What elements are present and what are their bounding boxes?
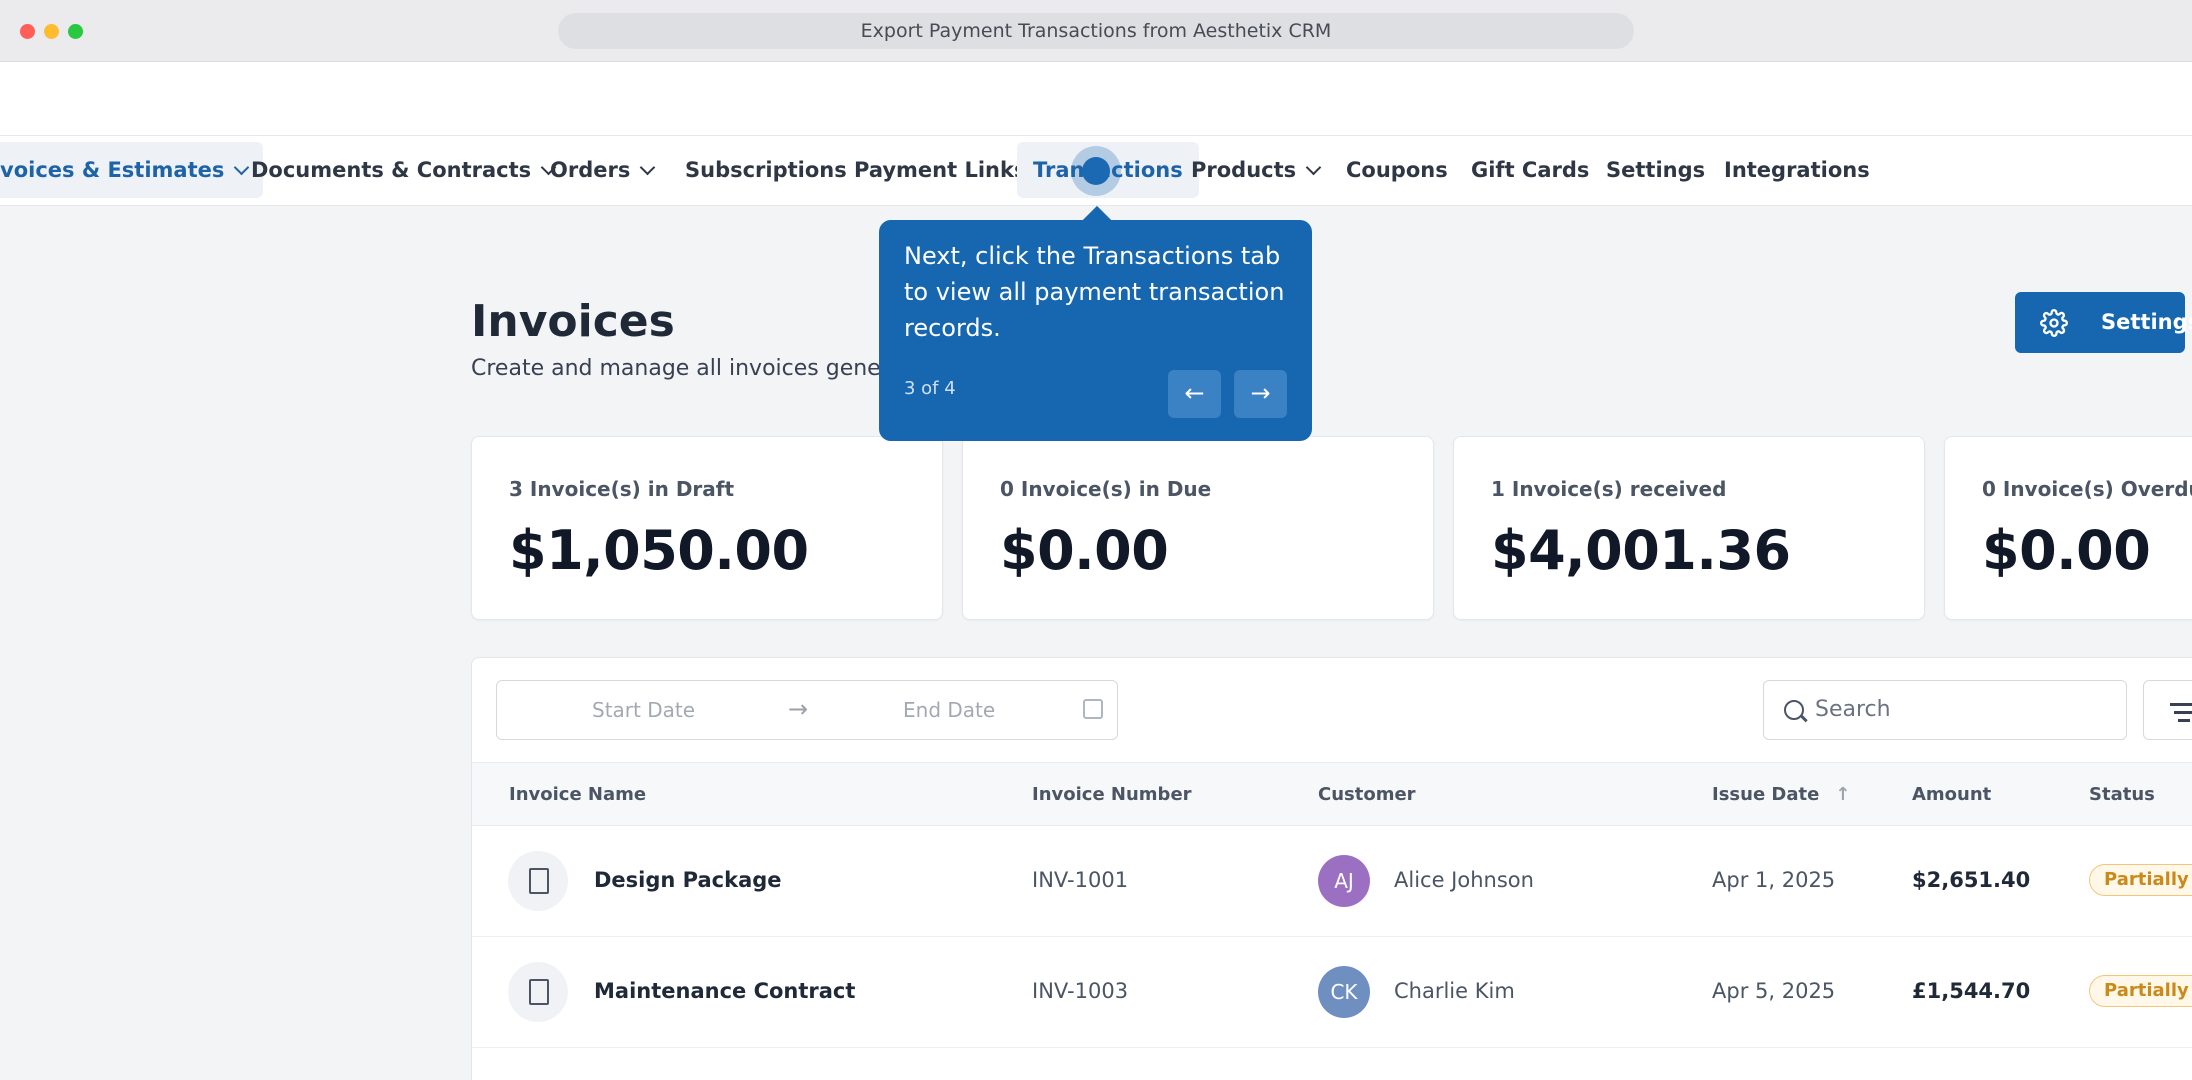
search-input[interactable]: Search — [1763, 680, 2127, 740]
page-subtitle: Create and manage all invoices genera — [471, 356, 904, 381]
top-header-band — [0, 62, 2192, 136]
tour-hotspot[interactable] — [1071, 146, 1121, 196]
invoice-number: INV-1001 — [1032, 868, 1129, 892]
customer-name: Charlie Kim — [1394, 979, 1515, 1003]
settings-button[interactable]: Settings — [2015, 292, 2192, 353]
tab-payment-links[interactable]: Payment Links — [854, 158, 1027, 182]
invoice-name[interactable]: Maintenance Contract — [594, 979, 856, 1003]
tour-text: Next, click the Transactions tab to view… — [904, 242, 1285, 342]
tab-gift-cards[interactable]: Gift Cards — [1471, 158, 1590, 182]
status-badge: Partially Pa — [2089, 864, 2192, 896]
chevron-down-icon — [1305, 159, 1322, 176]
avatar: CK — [1318, 966, 1370, 1018]
invoices-table-panel: Start Date → End Date Search Invoice Nam… — [471, 657, 2192, 1080]
tab-subscriptions[interactable]: Subscriptions — [685, 158, 847, 182]
avatar: AJ — [1318, 855, 1370, 907]
tour-popover: Next, click the Transactions tab to view… — [879, 220, 1312, 441]
column-invoice-name[interactable]: Invoice Name — [509, 784, 647, 805]
chevron-down-icon — [640, 159, 656, 176]
calendar-icon — [1083, 699, 1103, 719]
arrow-right-icon: → — [788, 695, 809, 723]
tab-integrations[interactable]: Integrations — [1724, 158, 1870, 182]
invoice-number: INV-1003 — [1032, 979, 1129, 1003]
table-header: Invoice Name Invoice Number Customer Iss… — [472, 762, 2192, 826]
close-window-button[interactable] — [20, 24, 35, 39]
filter-button[interactable] — [2143, 680, 2192, 740]
end-date-input[interactable]: End Date — [903, 698, 996, 722]
tab-invoices-estimates[interactable]: voices & Estimates — [0, 142, 264, 198]
table-row[interactable]: Design Package INV-1001 AJ Alice Johnson… — [472, 826, 2192, 937]
tour-next-button[interactable]: → — [1234, 370, 1287, 418]
summary-card-overdue: 0 Invoice(s) Overdue $0.00 — [1944, 436, 2192, 620]
start-date-input[interactable]: Start Date — [592, 698, 696, 722]
tab-products[interactable]: Products — [1175, 142, 1335, 198]
status-badge: Partially Pa — [2089, 975, 2192, 1007]
tab-documents-contracts[interactable]: Documents & Contracts — [235, 142, 570, 198]
arrow-left-icon: ← — [1184, 379, 1205, 407]
document-icon — [508, 851, 568, 911]
column-amount[interactable]: Amount — [1912, 784, 1992, 805]
tab-orders[interactable]: Orders — [534, 142, 669, 198]
search-icon — [1784, 700, 1804, 720]
document-icon — [508, 962, 568, 1022]
arrow-right-icon: → — [1250, 379, 1271, 407]
summary-card-draft: 3 Invoice(s) in Draft $1,050.00 — [471, 436, 943, 620]
column-customer[interactable]: Customer — [1318, 784, 1416, 805]
maximize-window-button[interactable] — [68, 24, 83, 39]
sort-ascending-icon[interactable]: ↑ — [1835, 784, 1851, 805]
date-range-picker[interactable]: Start Date → End Date — [496, 680, 1118, 740]
window-titlebar: Export Payment Transactions from Aesthet… — [0, 0, 2192, 62]
invoice-name[interactable]: Design Package — [594, 868, 782, 892]
window-title: Export Payment Transactions from Aesthet… — [558, 13, 1634, 49]
amount: $2,651.40 — [1912, 868, 2031, 892]
summary-card-due: 0 Invoice(s) in Due $0.00 — [962, 436, 1434, 620]
issue-date: Apr 5, 2025 — [1712, 979, 1836, 1003]
minimize-window-button[interactable] — [44, 24, 59, 39]
column-issue-date[interactable]: Issue Date ↑ — [1712, 784, 1851, 805]
amount: £1,544.70 — [1912, 979, 2031, 1003]
column-status[interactable]: Status — [2089, 784, 2155, 805]
tab-coupons[interactable]: Coupons — [1346, 158, 1448, 182]
tab-settings[interactable]: Settings — [1606, 158, 1706, 182]
tour-prev-button[interactable]: ← — [1168, 370, 1221, 418]
table-row[interactable]: Maintenance Contract INV-1003 CK Charlie… — [472, 937, 2192, 1048]
tour-step-counter: 3 of 4 — [904, 378, 956, 399]
page-title: Invoices — [471, 296, 675, 347]
summary-card-received: 1 Invoice(s) received $4,001.36 — [1453, 436, 1925, 620]
customer-name: Alice Johnson — [1394, 868, 1534, 892]
gear-icon — [2040, 309, 2068, 337]
issue-date: Apr 1, 2025 — [1712, 868, 1836, 892]
column-invoice-number[interactable]: Invoice Number — [1032, 784, 1192, 805]
filter-icon — [2170, 703, 2192, 706]
